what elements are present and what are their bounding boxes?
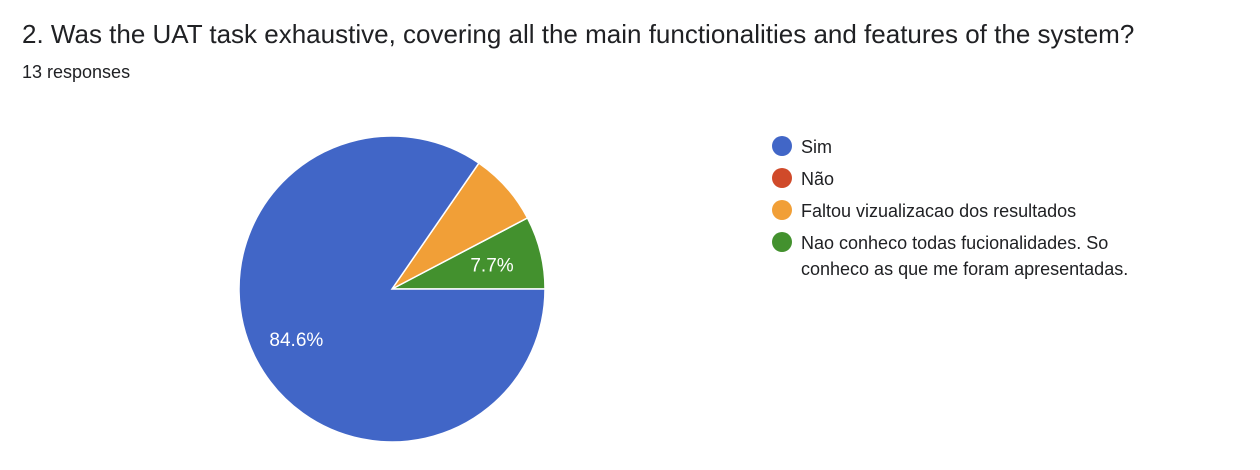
slice-label-nao-conheco: 7.7% [470,255,513,276]
legend-swatch-faltou [772,200,792,220]
chart-legend: Sim Não Faltou vizualizacao dos resultad… [772,134,1192,288]
legend-item-faltou[interactable]: Faltou vizualizacao dos resultados [772,198,1192,224]
legend-swatch-nao [772,168,792,188]
pie-slice-sim[interactable] [238,135,546,443]
legend-swatch-nao-conheco [772,232,792,252]
legend-label-sim: Sim [801,137,832,157]
legend-item-nao[interactable]: Não [772,166,1192,192]
legend-swatch-sim [772,136,792,156]
legend-item-sim[interactable]: Sim [772,134,1192,160]
question-title: 2. Was the UAT task exhaustive, covering… [22,19,1135,49]
pie-chart: 7.7% 84.6% [238,135,546,443]
slice-label-sim: 84.6% [269,330,323,351]
legend-label-nao-conheco: Nao conheco todas fucionalidades. So con… [801,233,1129,279]
response-count: 13 responses [22,62,131,82]
legend-label-nao: Não [801,169,835,189]
legend-label-faltou: Faltou vizualizacao dos resultados [801,201,1077,221]
legend-item-nao-conheco[interactable]: Nao conheco todas fucionalidades. So con… [772,230,1192,282]
